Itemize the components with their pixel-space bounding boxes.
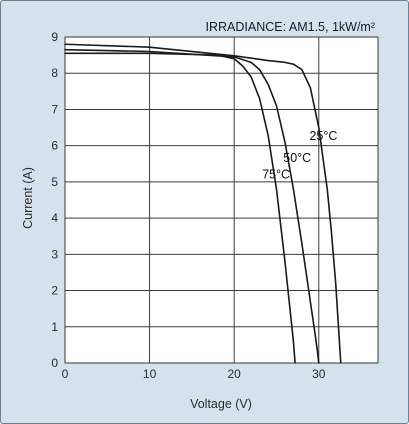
series-labels: 25°C 50°C 75°C [262,129,337,181]
x-axis-label: Voltage (V) [190,397,252,411]
y-tick-label: 0 [51,356,58,370]
y-axis-label: Current (A) [21,167,35,229]
tick-labels: 0 10 20 30 0 1 2 3 4 5 6 7 8 9 [51,30,325,381]
x-tick-label: 10 [143,367,157,381]
series-label-1: 50°C [283,151,311,165]
series-label-2: 75°C [262,167,290,181]
grid-lines [64,36,378,364]
series-line-2 [64,52,296,364]
y-tick-label: 4 [51,211,58,225]
y-tick-label: 8 [51,66,58,80]
plot-area [64,36,379,364]
series-line-1 [64,48,320,364]
y-tick-label: 6 [51,139,58,153]
y-tick-label: 3 [51,247,58,261]
y-tick-label: 9 [51,30,58,44]
series-label-0: 25°C [309,129,337,143]
x-tick-label: 30 [312,367,326,381]
x-tick-label: 0 [62,367,69,381]
irradiance-annotation: IRRADIANCE: AM1.5, 1kW/m² [206,20,375,34]
y-tick-label: 5 [51,175,58,189]
curve-layer [64,43,342,364]
x-tick-label: 20 [228,367,242,381]
y-tick-label: 7 [51,102,58,116]
y-tick-label: 1 [51,320,58,334]
series-line-0 [64,43,342,364]
y-tick-label: 2 [51,284,58,298]
